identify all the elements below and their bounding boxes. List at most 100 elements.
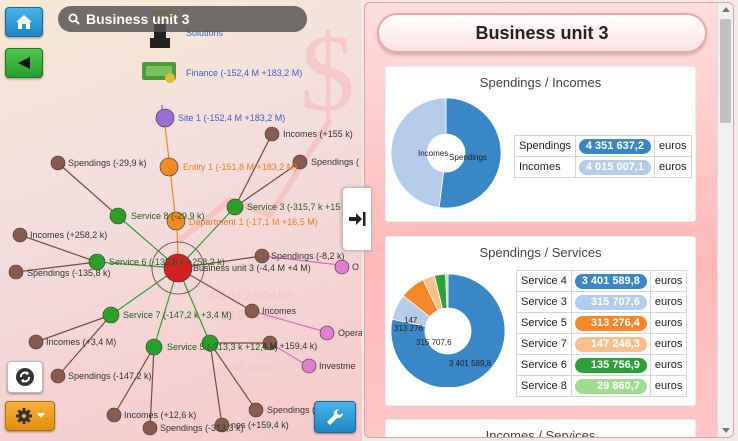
slice-label-incomes: Incomes <box>418 149 448 158</box>
tools-button[interactable] <box>314 401 356 433</box>
slice-label-spendings: Spendings <box>449 153 487 162</box>
spendings-incomes-table: Spendings 4 351 637,2 euros Incomes 4 015 00… <box>514 135 692 178</box>
row-label: Spendings <box>514 135 576 157</box>
node-service3[interactable]: Service 3 (-315,7 k +15 <box>247 202 340 212</box>
table-row: Service 6 135 756,9 euros <box>516 354 688 376</box>
scroll-down-icon[interactable] <box>722 428 730 433</box>
card-title: Spendings / Incomes <box>479 75 602 90</box>
value-badge: 3 401 589,8 <box>574 273 647 289</box>
row-value-cell: 4 351 637,2 <box>575 135 655 157</box>
panel-toggle-handle[interactable] <box>342 187 372 251</box>
node-service7[interactable]: Service 7 (-147,2 k +3,4 M) <box>123 310 232 320</box>
row-label: Service 6 <box>516 354 572 376</box>
row-value-cell: 4 015 007,1 <box>575 156 655 178</box>
row-value-cell: 3 401 589,8 <box>570 270 651 292</box>
finance-icon <box>142 62 176 83</box>
table-row: Service 5 313 276,4 euros <box>516 312 688 334</box>
home-icon <box>16 15 32 29</box>
svg-text:0001254458: 0001254458 <box>210 289 294 305</box>
value-badge: 313 276,4 <box>574 315 647 331</box>
node-finance[interactable]: Finance (-152,4 M +183,2 M) <box>186 68 302 78</box>
table-row: Incomes 4 015 007,1 euros <box>514 156 692 178</box>
search-bar[interactable]: Business unit 3 <box>58 6 307 32</box>
row-unit: euros <box>649 333 688 355</box>
value-badge: 4 351 637,2 <box>579 138 651 154</box>
graph-view[interactable]: $ 0001254458 12544455 45888 <box>0 0 362 441</box>
spendings-services-card: Spendings / Services 3 401 589,8 315 707,… <box>385 236 696 406</box>
value-badge: 4 015 007,1 <box>579 159 651 175</box>
value-badge: 29 860,7 <box>574 378 647 394</box>
table-row: Service 3 315 707,6 euros <box>516 291 688 313</box>
slice-label-service7: 147 <box>404 316 418 325</box>
scroll-up-icon[interactable] <box>722 7 730 12</box>
row-unit: euros <box>649 291 688 313</box>
slice-label-service3: 315 707,6 <box>416 338 452 347</box>
details-panel: Business unit 3 Spendings / Incomes Inco… <box>364 2 734 438</box>
node-spendings-8k[interactable]: Spendings (-8,2 k) <box>271 251 345 261</box>
home-button[interactable] <box>5 7 43 37</box>
triangle-left-icon <box>18 57 30 69</box>
node-incomes-155k[interactable]: Incomes (+155 k) <box>283 129 353 139</box>
node-incomes-mid[interactable]: Incomes <box>262 306 297 316</box>
node-o[interactable]: O <box>352 262 359 272</box>
row-value-cell: 147 246,3 <box>570 333 651 355</box>
slice-label-service4: 3 401 589,8 <box>449 359 492 368</box>
slice-service-8[interactable] <box>445 273 449 309</box>
node-business-unit-3[interactable]: Business unit 3 (-4,4 M +4 M) <box>193 263 311 273</box>
wrench-icon <box>327 408 344 425</box>
row-label: Service 8 <box>516 375 572 397</box>
row-unit: euros <box>654 156 692 178</box>
node-investme[interactable]: Investme <box>319 361 356 371</box>
node-incomes-258k[interactable]: Incomes (+258,2 k) <box>30 230 107 240</box>
node-solutions[interactable]: Solutions <box>186 28 224 38</box>
spendings-incomes-donut[interactable]: Incomes Spendings <box>390 97 502 209</box>
node-spendings-135k[interactable]: Spendings (-135,8 k) <box>27 268 111 278</box>
slice-label-service5: 313 276 <box>394 324 423 333</box>
graph-canvas[interactable]: Solutions Finance (-152,4 M +183,2 M) Si… <box>0 0 362 441</box>
node-spendings-313k[interactable]: Spendings (-313,3 k) <box>160 423 244 433</box>
node-incomes-159k-b[interactable]: nes (+159,4 k) <box>231 420 289 430</box>
node-spendings-bottom-right[interactable]: Spendings ( <box>267 405 315 415</box>
row-value-cell: 135 756,9 <box>570 354 651 376</box>
node-service8[interactable]: Service 8 (-29,9 k) <box>131 211 205 221</box>
node-incomes-159k-a[interactable]: 4 M +159,4 k) <box>262 341 317 351</box>
settings-dropdown-button[interactable] <box>5 401 55 431</box>
reset-layout-button[interactable] <box>7 361 43 393</box>
svg-text:$: $ <box>300 12 355 134</box>
gear-icon <box>16 408 32 424</box>
refresh-icon <box>16 368 34 386</box>
node-entity1[interactable]: Entity 1 (-151,8 M +183,2 M) <box>183 162 297 172</box>
svg-text:45888: 45888 <box>230 361 272 377</box>
node-spendings-top-right[interactable]: Spendings ( <box>311 157 359 167</box>
table-row: Service 7 147 246,3 euros <box>516 333 688 355</box>
row-label: Incomes <box>514 156 576 178</box>
slice-spendings[interactable] <box>438 97 502 209</box>
caret-down-icon <box>37 413 45 418</box>
panel-title: Business unit 3 <box>377 13 707 53</box>
card-title: Incomes / Services <box>485 428 596 438</box>
node-spendings-29k[interactable]: Spendings (-29,9 k) <box>68 158 147 168</box>
slice-service-4[interactable] <box>390 273 506 387</box>
scrollbar-thumb[interactable] <box>720 19 731 123</box>
value-badge: 135 756,9 <box>574 357 647 373</box>
slice-incomes[interactable] <box>390 97 447 209</box>
row-label: Service 7 <box>516 333 572 355</box>
panel-scrollbar[interactable] <box>717 3 733 437</box>
node-service6[interactable]: Service 6 (-135,8 k +258,2 k) <box>109 257 225 267</box>
node-incomes-3m[interactable]: Incomes (+3,4 M) <box>46 337 116 347</box>
search-input[interactable]: Business unit 3 <box>86 11 190 27</box>
node-opera[interactable]: Opera <box>338 328 362 338</box>
card-title: Spendings / Services <box>479 245 602 260</box>
arrow-to-right-bar-icon <box>349 212 366 226</box>
back-button[interactable] <box>5 48 43 78</box>
row-unit: euros <box>649 312 688 334</box>
node-site1[interactable]: Site 1 (-152,4 M +183,2 M) <box>178 113 285 123</box>
row-unit: euros <box>654 135 692 157</box>
node-spendings-147k[interactable]: Spendings (-147,2 k) <box>68 371 152 381</box>
node-service5[interactable]: Service 5 (-313,3 k +12,6 k) <box>167 342 278 352</box>
node-incomes-12k[interactable]: Incomes (+12,6 k) <box>124 410 196 420</box>
node-department1[interactable]: Department 1 (-17,1 M +16,5 M) <box>189 217 318 227</box>
